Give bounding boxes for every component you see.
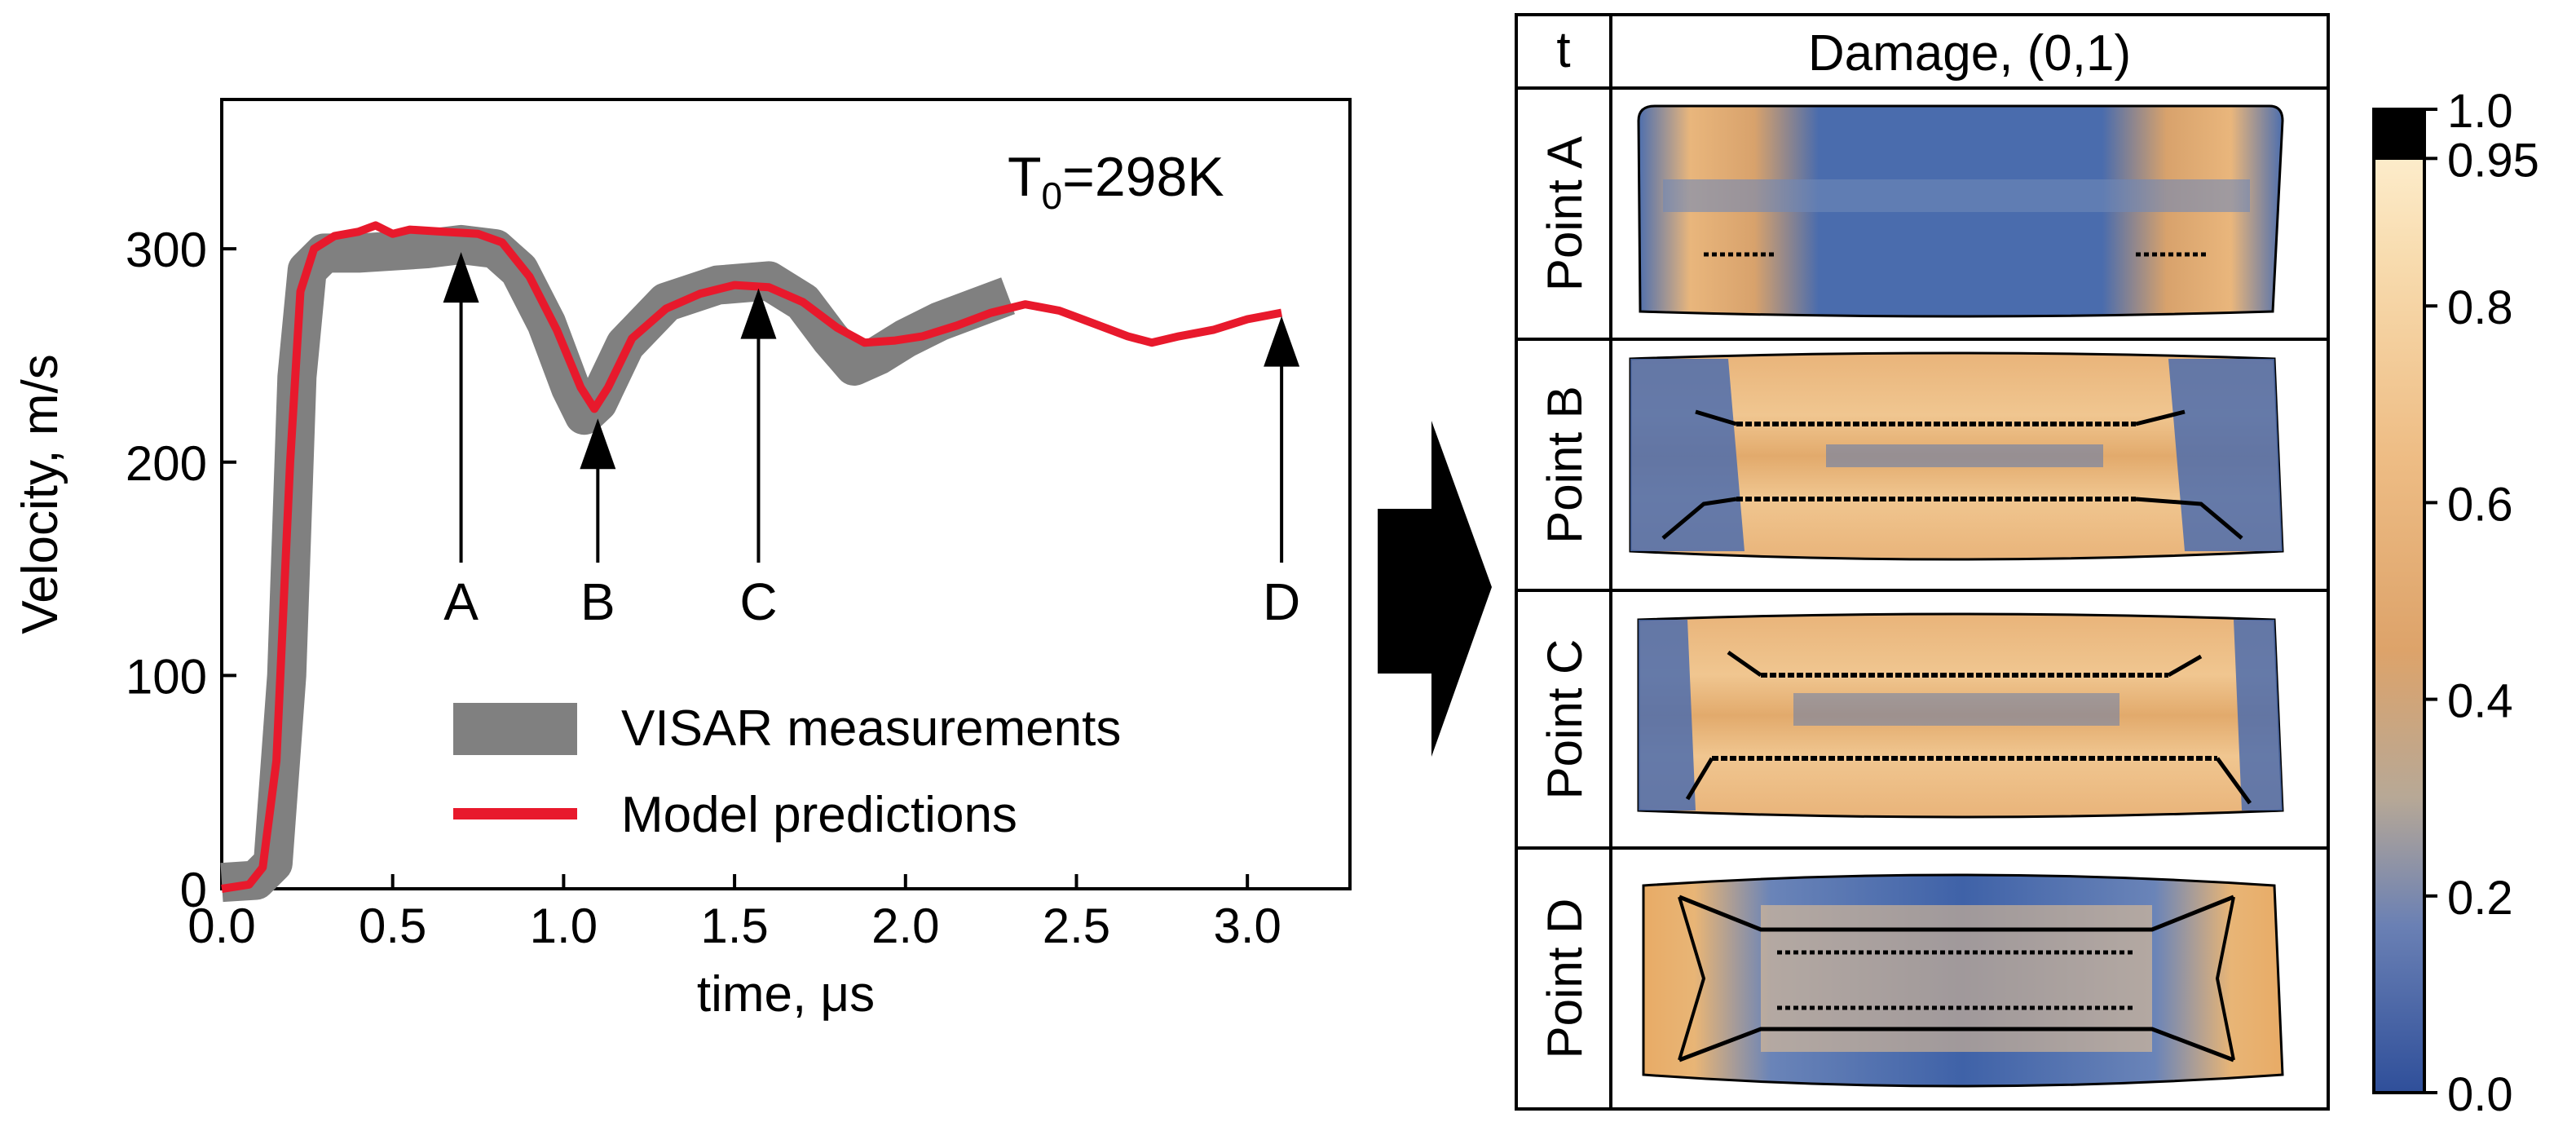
row-label-point-d: Point D: [1537, 899, 1592, 1059]
legend: VISAR measurements Model predictions: [453, 700, 1121, 843]
damage-table: t Damage, (0,1) Point A Point B Point C …: [1515, 13, 2330, 1111]
y-tick-label: 200: [126, 436, 207, 491]
legend-label-visar: VISAR measurements: [621, 700, 1121, 757]
colorbar-tick-label: 0.0: [2447, 1068, 2513, 1121]
series-layer: [220, 221, 1283, 903]
marker-arrowhead: [443, 252, 479, 303]
x-tick-label: 1.0: [530, 899, 598, 953]
colorbar-tick-label: 1.0: [2447, 85, 2513, 138]
transition-arrow: [1378, 421, 1492, 757]
damage-map-point-d: [1642, 873, 2284, 1088]
x-tick-label: 2.5: [1043, 899, 1110, 953]
marker-c: C: [739, 288, 778, 631]
colorbar-tick-label: 0.8: [2447, 281, 2513, 334]
header-damage: Damage, (0,1): [1808, 25, 2131, 82]
damage-map-point-b: [1629, 351, 2284, 561]
marker-label: A: [443, 572, 479, 631]
colorbar-tick-label: 0.2: [2447, 872, 2513, 925]
legend-swatch-visar: [453, 703, 577, 755]
y-tick-label: 300: [126, 223, 207, 277]
series-model: [221, 221, 1283, 893]
colorbar-gradient: [2374, 109, 2424, 1093]
x-tick-label: 3.0: [1213, 899, 1281, 953]
y-axis-label: Velocity, m/s: [12, 354, 68, 634]
colorbar-frame: [2372, 108, 2426, 1094]
axis-ticks: [220, 247, 1250, 890]
series-visar: [220, 224, 1016, 903]
header-t: t: [1556, 22, 1570, 78]
x-tick-label: 0.0: [187, 899, 255, 953]
temperature-annotation: T0=298K: [1008, 146, 1224, 217]
damage-map-point-c: [1637, 612, 2284, 819]
row-label-point-b: Point B: [1537, 386, 1592, 543]
x-tick-label: 0.5: [359, 899, 426, 953]
y-tick-label: 0: [180, 863, 207, 917]
row-label-point-c: Point C: [1537, 639, 1592, 800]
colorbar: 0.0 0.2 0.4 0.6 0.8 0.951.0: [2372, 85, 2539, 1121]
y-tick-labels: 0 100 200 300: [126, 223, 207, 917]
marker-label: C: [739, 572, 777, 631]
colorbar-tick-label: 0.4: [2447, 675, 2513, 728]
colorbar-tick-label: 0.95: [2447, 134, 2539, 187]
legend-label-model: Model predictions: [621, 787, 1017, 843]
marker-arrowhead: [580, 418, 616, 470]
x-axis-label: time, μs: [697, 966, 875, 1023]
row-label-point-a: Point A: [1537, 136, 1592, 291]
marker-b: B: [580, 418, 616, 631]
colorbar-tick-label: 0.6: [2447, 478, 2513, 531]
marker-arrowhead: [1264, 316, 1300, 367]
damage-map-point-a: [1637, 104, 2284, 318]
marker-label: B: [580, 572, 615, 631]
x-tick-label: 1.5: [700, 899, 768, 953]
y-tick-label: 100: [126, 649, 207, 704]
marker-a: A: [443, 252, 479, 631]
x-tick-labels: 0.0 0.5 1.0 1.5 2.0 2.5 3.0: [187, 899, 1281, 953]
colorbar-max-band: [2374, 109, 2424, 160]
colorbar-ticks: 0.0 0.2 0.4 0.6 0.8 0.951.0: [2424, 85, 2539, 1121]
marker-d: D: [1263, 316, 1300, 631]
plot-frame: [220, 98, 1352, 890]
velocity-chart: 0.0 0.5 1.0 1.5 2.0 2.5 3.0 0 100 200 300 time, μ…: [12, 98, 1352, 1023]
x-tick-label: 2.0: [871, 899, 939, 953]
marker-arrowhead: [740, 288, 777, 339]
marker-label: D: [1263, 572, 1300, 631]
markers-layer: A B C D: [443, 252, 1300, 631]
